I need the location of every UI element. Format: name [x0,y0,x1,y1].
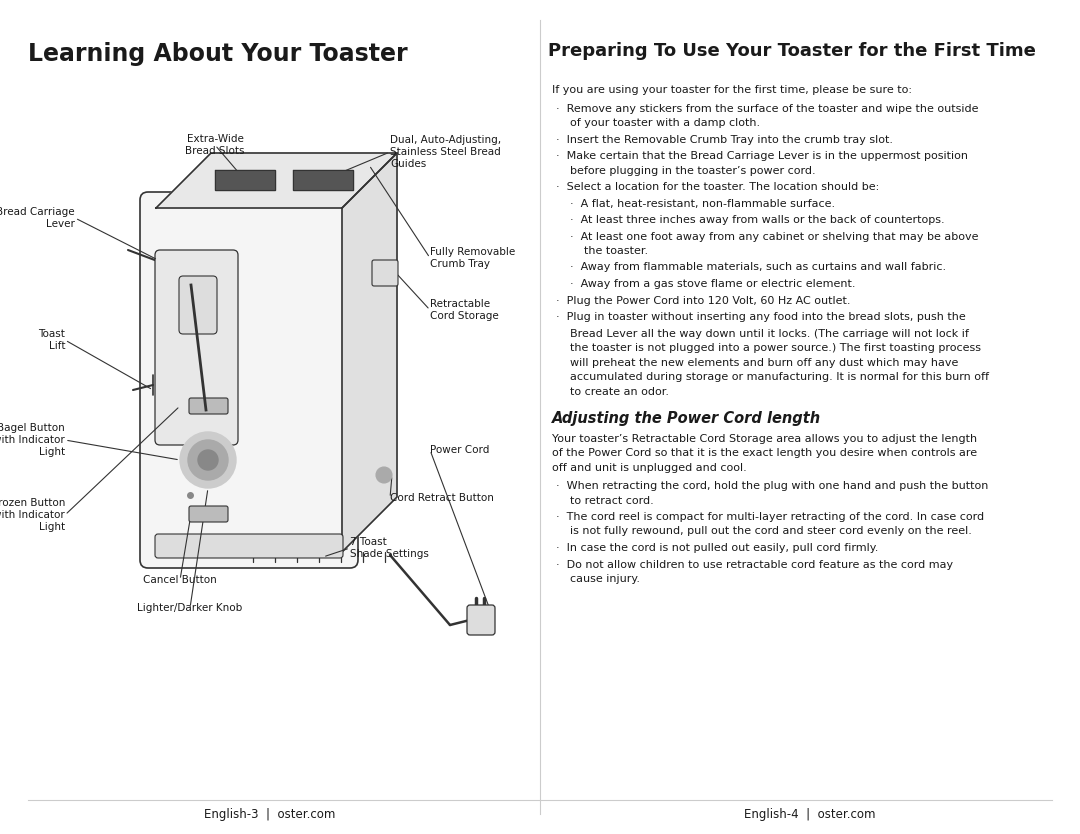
Text: ·  Plug in toaster without inserting any food into the bread slots, push the: · Plug in toaster without inserting any … [556,312,966,322]
Text: ·  The cord reel is compact for multi-layer retracting of the cord. In case cord: · The cord reel is compact for multi-lay… [556,512,984,522]
Text: Extra-Wide
Bread Slots: Extra-Wide Bread Slots [186,134,245,156]
FancyBboxPatch shape [179,276,217,334]
Text: of your toaster with a damp cloth.: of your toaster with a damp cloth. [570,118,760,128]
Text: Fully Removable
Crumb Tray: Fully Removable Crumb Tray [430,247,515,269]
Text: ·  Remove any stickers from the surface of the toaster and wipe the outside: · Remove any stickers from the surface o… [556,103,978,113]
Text: Dual, Auto-Adjusting,
Stainless Steel Bread
Guides: Dual, Auto-Adjusting, Stainless Steel Br… [390,135,501,168]
Polygon shape [156,153,397,208]
Text: Learning About Your Toaster: Learning About Your Toaster [28,42,407,66]
Text: ·  At least three inches away from walls or the back of countertops.: · At least three inches away from walls … [570,215,945,225]
Circle shape [188,440,228,480]
Text: Frozen Button
with Indicator
Light: Frozen Button with Indicator Light [0,499,65,531]
Text: ·  In case the cord is not pulled out easily, pull cord firmly.: · In case the cord is not pulled out eas… [556,543,878,553]
Text: ·  Make certain that the Bread Carriage Lever is in the uppermost position: · Make certain that the Bread Carriage L… [556,151,968,161]
Text: to create an odor.: to create an odor. [570,386,669,396]
Circle shape [376,467,392,483]
Text: is not fully rewound, pull out the cord and steer cord evenly on the reel.: is not fully rewound, pull out the cord … [570,526,972,536]
Text: Bread Lever all the way down until it locks. (The carriage will not lock if: Bread Lever all the way down until it lo… [570,329,969,339]
FancyBboxPatch shape [372,260,399,286]
Text: ·  Select a location for the toaster. The location should be:: · Select a location for the toaster. The… [556,182,879,192]
Text: Bagel Button
with Indicator
Light: Bagel Button with Indicator Light [0,424,65,456]
Text: accumulated during storage or manufacturing. It is normal for this burn off: accumulated during storage or manufactur… [570,372,989,382]
Text: ·  Insert the Removable Crumb Tray into the crumb tray slot.: · Insert the Removable Crumb Tray into t… [556,134,893,144]
Text: English-4  |  oster.com: English-4 | oster.com [744,808,876,821]
Circle shape [180,432,237,488]
FancyBboxPatch shape [156,250,238,445]
Text: Retractable
Cord Storage: Retractable Cord Storage [430,299,499,321]
Text: English-3  |  oster.com: English-3 | oster.com [204,808,336,821]
Text: ·  When retracting the cord, hold the plug with one hand and push the button: · When retracting the cord, hold the plu… [556,481,988,491]
Text: Toast
Lift: Toast Lift [38,329,65,351]
Text: Adjusting the Power Cord length: Adjusting the Power Cord length [552,411,821,426]
Text: ·  Plug the Power Cord into 120 Volt, 60 Hz AC outlet.: · Plug the Power Cord into 120 Volt, 60 … [556,295,851,305]
Text: ·  Do not allow children to use retractable cord feature as the cord may: · Do not allow children to use retractab… [556,560,954,570]
Text: will preheat the new elements and burn off any dust which may have: will preheat the new elements and burn o… [570,358,958,368]
FancyBboxPatch shape [140,192,357,568]
Polygon shape [293,170,353,190]
Text: Lighter/Darker Knob: Lighter/Darker Knob [137,603,243,613]
Text: ·  At least one foot away from any cabinet or shelving that may be above: · At least one foot away from any cabine… [570,232,978,242]
Text: ·  Away from a gas stove flame or electric element.: · Away from a gas stove flame or electri… [570,279,855,289]
Text: of the Power Cord so that it is the exact length you desire when controls are: of the Power Cord so that it is the exac… [552,448,977,458]
Text: ·  Away from flammable materials, such as curtains and wall fabric.: · Away from flammable materials, such as… [570,263,946,273]
Text: ·  A flat, heat-resistant, non-flammable surface.: · A flat, heat-resistant, non-flammable … [570,198,835,208]
Text: Cancel Button: Cancel Button [144,575,217,585]
Text: Power Cord: Power Cord [430,445,489,455]
Text: cause injury.: cause injury. [570,574,640,584]
Text: Preparing To Use Your Toaster for the First Time: Preparing To Use Your Toaster for the Fi… [548,42,1036,60]
Text: the toaster is not plugged into a power source.) The first toasting process: the toaster is not plugged into a power … [570,343,981,353]
Circle shape [198,450,218,470]
Text: If you are using your toaster for the first time, please be sure to:: If you are using your toaster for the fi… [552,85,912,95]
FancyBboxPatch shape [189,398,228,414]
Text: Your toaster’s Retractable Cord Storage area allows you to adjust the length: Your toaster’s Retractable Cord Storage … [552,434,977,444]
Polygon shape [215,170,275,190]
FancyBboxPatch shape [467,605,495,635]
Text: Cord Retract Button: Cord Retract Button [390,493,494,503]
Text: to retract cord.: to retract cord. [570,495,653,505]
Text: 7 Toast
Shade Settings: 7 Toast Shade Settings [350,537,429,559]
FancyBboxPatch shape [189,506,228,522]
Text: Bread Carriage
Lever: Bread Carriage Lever [0,207,75,229]
Text: the toaster.: the toaster. [584,246,648,256]
FancyBboxPatch shape [156,534,343,558]
Polygon shape [342,153,397,552]
Text: before plugging in the toaster’s power cord.: before plugging in the toaster’s power c… [570,165,815,175]
Text: off and unit is unplugged and cool.: off and unit is unplugged and cool. [552,463,746,473]
